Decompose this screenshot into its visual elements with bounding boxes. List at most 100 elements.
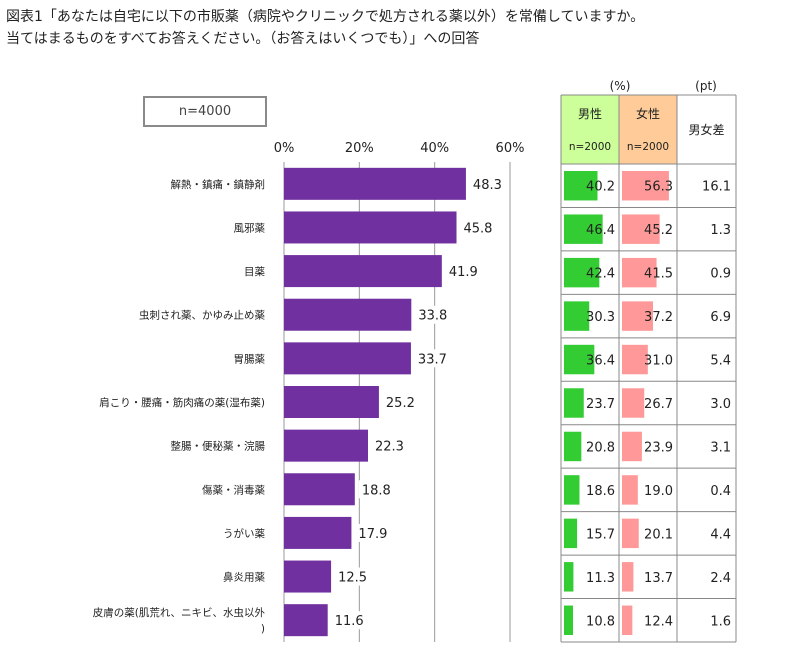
category-label: うがい薬	[223, 527, 265, 540]
bar-value-backdrop	[469, 174, 506, 193]
diff-value: 4.4	[710, 527, 731, 542]
bar-value-label: 22.3	[375, 440, 404, 455]
female-cell-bar	[622, 518, 639, 549]
category-label: 肩こり・腰痛・筋肉痛の薬(湿布薬)	[99, 396, 265, 409]
female-header-cell	[619, 95, 677, 164]
female-value: 23.9	[644, 440, 673, 455]
diff-value: 2.4	[710, 571, 731, 586]
unit-percent-label: (%)	[610, 79, 631, 93]
male-value: 15.7	[586, 527, 615, 542]
diff-value: 5.4	[710, 354, 731, 369]
male-cell-bar	[564, 344, 595, 375]
male-value: 23.7	[586, 397, 615, 412]
male-cell-bar	[564, 475, 580, 505]
unit-pt-label: (pt)	[695, 79, 717, 93]
female-cell-bar	[622, 431, 642, 462]
bar-value-backdrop	[358, 480, 395, 499]
diff-header-cell	[677, 95, 736, 164]
category-label: 傷薬・消毒薬	[202, 483, 265, 496]
male-value: 11.3	[586, 571, 615, 586]
male-value: 18.6	[586, 484, 615, 499]
female-cell-bar	[622, 214, 660, 244]
female-value: 12.4	[644, 614, 673, 629]
bar	[284, 560, 332, 593]
category-label: 目薬	[244, 266, 265, 278]
bar-value-label: 25.2	[386, 396, 415, 411]
diff-value: 1.6	[710, 614, 731, 629]
female-value: 31.0	[644, 354, 673, 369]
bar	[284, 167, 466, 200]
female-value: 41.5	[644, 267, 673, 282]
bar	[284, 516, 352, 549]
category-label: 皮膚の薬(肌荒れ、ニキビ、水虫以外	[93, 606, 266, 619]
female-value: 45.2	[644, 223, 673, 238]
female-value: 26.7	[644, 397, 673, 412]
figure-title: 図表1「あなたは自宅に以下の市販薬（病院やクリニックで処方される薬以外）を常備し…	[6, 6, 644, 50]
bar-value-label: 41.9	[449, 265, 478, 280]
male-cell-bar	[564, 562, 574, 592]
male-value: 42.4	[586, 267, 615, 282]
diff-value: 3.0	[710, 397, 731, 412]
male-cell-bar	[564, 518, 578, 549]
category-label: 虫刺され薬、かゆみ止め薬	[139, 310, 265, 322]
bar-value-label: 11.6	[335, 614, 364, 629]
bar-value-label: 33.8	[418, 309, 447, 324]
category-label: 胃腸薬	[234, 353, 266, 365]
bar-value-label: 17.9	[358, 527, 387, 542]
male-cell-bar	[564, 171, 598, 201]
bar	[284, 211, 457, 244]
diff-value: 0.9	[710, 267, 731, 282]
bar-value-backdrop	[355, 523, 392, 542]
bar	[284, 429, 368, 462]
bar-value-backdrop	[415, 305, 452, 324]
bar	[284, 386, 379, 418]
female-value: 19.0	[644, 484, 673, 499]
x-tick-label: 0%	[274, 141, 295, 156]
male-cell-bar	[564, 605, 573, 635]
female-value: 56.3	[644, 180, 673, 195]
male-value: 46.4	[586, 223, 615, 238]
bar	[284, 473, 355, 506]
male-value: 36.4	[586, 354, 615, 369]
diff-value: 3.1	[710, 440, 731, 455]
bar-value-label: 45.8	[464, 221, 493, 236]
female-cell-bar	[622, 605, 633, 635]
female-value: 20.1	[644, 527, 673, 542]
sample-size-box: n=4000	[143, 96, 267, 127]
male-cell-bar	[564, 214, 603, 244]
bar-value-backdrop	[445, 262, 482, 281]
female-cell-bar	[622, 171, 669, 201]
diff-value: 16.1	[702, 180, 731, 195]
diff-value: 6.9	[710, 310, 731, 325]
diff-value: 1.3	[710, 223, 731, 238]
male-n-label: n=2000	[569, 141, 611, 153]
category-label: 鼻炎用薬	[223, 571, 265, 584]
bar	[284, 255, 442, 288]
male-cell-bar	[564, 431, 582, 462]
male-cell-bar	[564, 301, 590, 331]
bar-value-label: 48.3	[473, 178, 502, 193]
bar	[284, 604, 328, 637]
female-cell-bar	[622, 344, 648, 375]
female-value: 37.2	[644, 310, 673, 325]
bar-value-label: 33.7	[418, 352, 447, 367]
figure-title-line-1: 図表1「あなたは自宅に以下の市販薬（病院やクリニックで処方される薬以外）を常備し…	[6, 9, 645, 25]
female-cell-bar	[622, 475, 638, 505]
diff-value: 0.4	[710, 484, 731, 499]
bar-value-backdrop	[371, 436, 408, 455]
bar-value-backdrop	[460, 218, 497, 237]
category-label: 整腸・便秘薬・浣腸	[171, 440, 266, 453]
bar-value-backdrop	[335, 567, 372, 586]
bar-value-backdrop	[382, 393, 419, 411]
bar-value-label: 18.8	[362, 483, 391, 498]
x-tick-label: 20%	[345, 141, 374, 156]
male-value: 30.3	[586, 310, 615, 325]
male-cell-bar	[564, 257, 600, 288]
category-label-cont: )	[261, 623, 265, 635]
male-header-cell	[561, 95, 619, 164]
female-cell-bar	[622, 257, 657, 288]
bar-value-backdrop	[331, 611, 368, 630]
male-header-label: 男性	[578, 107, 602, 121]
male-cell-bar	[564, 388, 584, 418]
x-tick-label: 40%	[420, 141, 449, 156]
